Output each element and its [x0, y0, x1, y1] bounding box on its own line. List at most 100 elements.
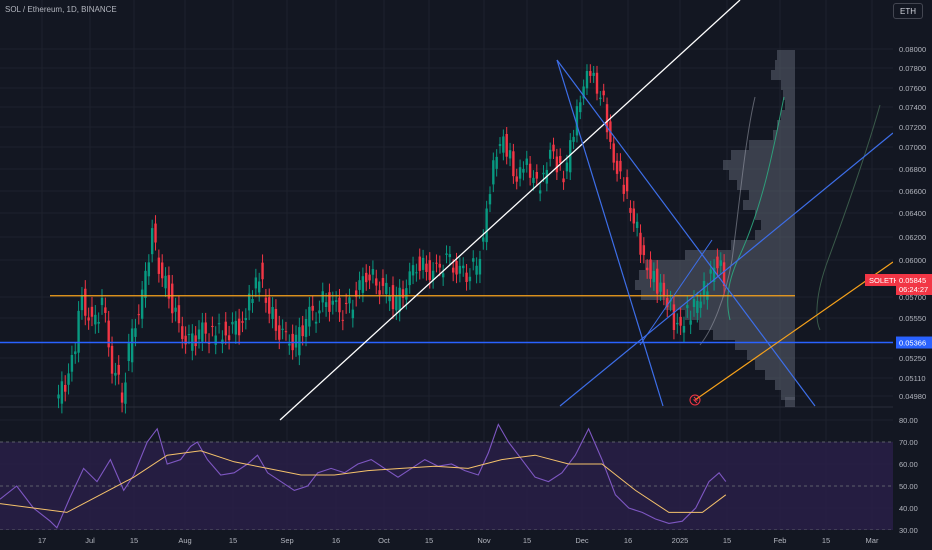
- candle-body: [716, 256, 719, 269]
- candle-body: [625, 177, 629, 192]
- candle-body: [642, 245, 646, 256]
- candle-body: [358, 280, 361, 290]
- candle-body: [712, 267, 716, 282]
- candle-body: [234, 320, 237, 335]
- time-tick-label: 15: [425, 536, 433, 545]
- time-tick-label: Sep: [280, 536, 293, 545]
- currency-button[interactable]: ETH: [893, 3, 923, 19]
- candle-body: [127, 343, 130, 362]
- volume-profile-bar: [761, 220, 795, 230]
- candle-body: [184, 335, 187, 345]
- volume-profile-bar: [729, 170, 795, 180]
- candle-body: [244, 318, 248, 321]
- candle-body: [548, 149, 552, 159]
- candle-body: [612, 143, 615, 163]
- candle-body: [157, 257, 161, 274]
- candle-body: [124, 382, 127, 404]
- time-tick-label: Dec: [575, 536, 589, 545]
- drawings[interactable]: [0, 0, 894, 421]
- volume-profile-bar: [777, 50, 795, 60]
- candle-body: [120, 392, 124, 403]
- orange-trendline: [694, 261, 894, 401]
- price-tick-label: 0.05550: [899, 314, 926, 323]
- candle-body: [247, 293, 251, 311]
- candle-body: [261, 262, 264, 280]
- symbol-tag-bg: [865, 274, 896, 286]
- candle-body: [656, 268, 659, 294]
- candle-body: [552, 144, 555, 152]
- candle-body: [542, 172, 545, 175]
- volume-profile-bar: [723, 160, 795, 170]
- candle-body: [448, 254, 452, 258]
- price-tick-label: 0.07400: [899, 103, 926, 112]
- candle-body: [699, 301, 702, 308]
- alert-icon-bolt: [692, 396, 699, 404]
- candle-body: [90, 306, 94, 317]
- volume-profile: [635, 50, 881, 407]
- price-tick-label: 0.04980: [899, 392, 926, 401]
- candle-body: [495, 156, 498, 169]
- time-tick-label: 17: [38, 536, 46, 545]
- price-tick-label: 0.06400: [899, 209, 926, 218]
- candle-body: [301, 325, 304, 337]
- time-tick-label: Jul: [85, 536, 95, 545]
- candle-body: [224, 321, 227, 336]
- time-tick-label: Aug: [178, 536, 191, 545]
- candle-body: [241, 321, 244, 323]
- volume-profile-bar: [755, 230, 795, 240]
- candle-body: [482, 237, 485, 242]
- candle-body: [418, 256, 421, 271]
- price-tick-label: 0.08000: [899, 45, 926, 54]
- candle-body: [167, 275, 171, 299]
- candle-body: [378, 290, 381, 295]
- candle-body: [154, 223, 157, 243]
- candle-body: [144, 270, 147, 298]
- candle-body: [405, 288, 408, 300]
- candle-body: [231, 321, 234, 325]
- volume-profile-bar: [731, 150, 795, 160]
- candle-body: [60, 381, 64, 404]
- candle-body: [508, 150, 512, 159]
- volume-profile-bar: [781, 80, 795, 90]
- candle-body: [194, 335, 197, 347]
- rsi-tick-label: 30.00: [899, 526, 918, 535]
- candle-body: [274, 308, 278, 331]
- volume-profile-bar: [781, 390, 795, 400]
- time-tick-label: Feb: [774, 536, 787, 545]
- candle-body: [80, 295, 84, 311]
- rsi-tick-label: 60.00: [899, 460, 918, 469]
- candle-body: [268, 297, 271, 314]
- candle-body: [408, 271, 411, 286]
- candle-body: [94, 314, 97, 325]
- candle-body: [689, 320, 692, 325]
- candle-body: [438, 263, 442, 268]
- price-tick-label: 0.06800: [899, 165, 926, 174]
- candle-body: [237, 318, 241, 336]
- candle-body: [147, 262, 151, 277]
- time-tick-label: Oct: [378, 536, 391, 545]
- candle-body: [411, 265, 415, 276]
- candle-body: [538, 190, 542, 194]
- symbol-tag: SOLETH: [869, 276, 899, 285]
- volume-profile-bar: [749, 140, 795, 150]
- candle-body: [622, 184, 625, 194]
- candle-body: [375, 278, 378, 286]
- candle-body: [281, 328, 284, 330]
- candle-body: [435, 262, 438, 264]
- rsi-tick-label: 50.00: [899, 482, 918, 491]
- candle-body: [635, 221, 639, 228]
- candle-body: [632, 208, 635, 224]
- candle-body: [572, 136, 575, 142]
- candle-body: [371, 269, 375, 275]
- candle-body: [649, 259, 652, 279]
- candle-body: [107, 320, 110, 348]
- candle-body: [221, 339, 224, 344]
- candle-body: [719, 260, 722, 266]
- time-tick-label: Nov: [477, 536, 491, 545]
- candle-body: [258, 281, 261, 293]
- candle-body: [251, 299, 254, 304]
- candle-body: [140, 289, 144, 319]
- rsi-band: [0, 441, 893, 531]
- candle-body: [562, 178, 565, 183]
